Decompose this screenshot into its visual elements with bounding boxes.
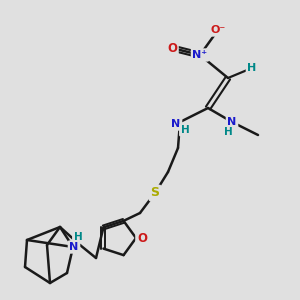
- Text: N: N: [69, 242, 79, 252]
- Text: S: S: [151, 187, 160, 200]
- Text: N: N: [227, 117, 237, 127]
- Text: O: O: [167, 41, 177, 55]
- Text: H: H: [224, 127, 232, 137]
- Text: N: N: [171, 119, 181, 129]
- Text: O⁻: O⁻: [210, 25, 226, 35]
- Text: H: H: [74, 232, 82, 242]
- Text: H: H: [181, 125, 189, 135]
- Text: N⁺: N⁺: [192, 50, 208, 60]
- Text: O: O: [137, 232, 147, 244]
- Text: H: H: [248, 63, 256, 73]
